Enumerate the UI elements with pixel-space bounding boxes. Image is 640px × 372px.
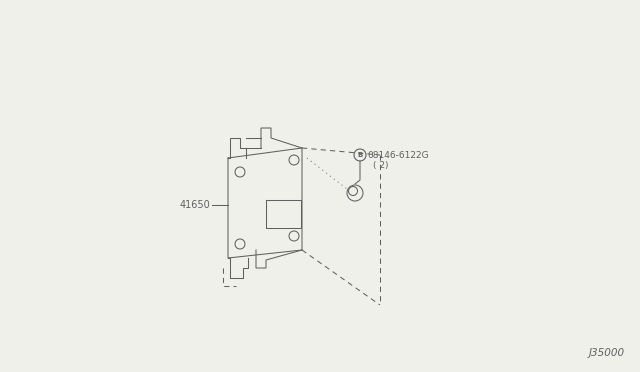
Text: 08146-6122G: 08146-6122G bbox=[367, 151, 429, 160]
Text: J35000: J35000 bbox=[589, 348, 625, 358]
Text: ( 2): ( 2) bbox=[373, 160, 388, 170]
Text: B: B bbox=[357, 152, 363, 158]
Text: 41650: 41650 bbox=[179, 200, 210, 210]
